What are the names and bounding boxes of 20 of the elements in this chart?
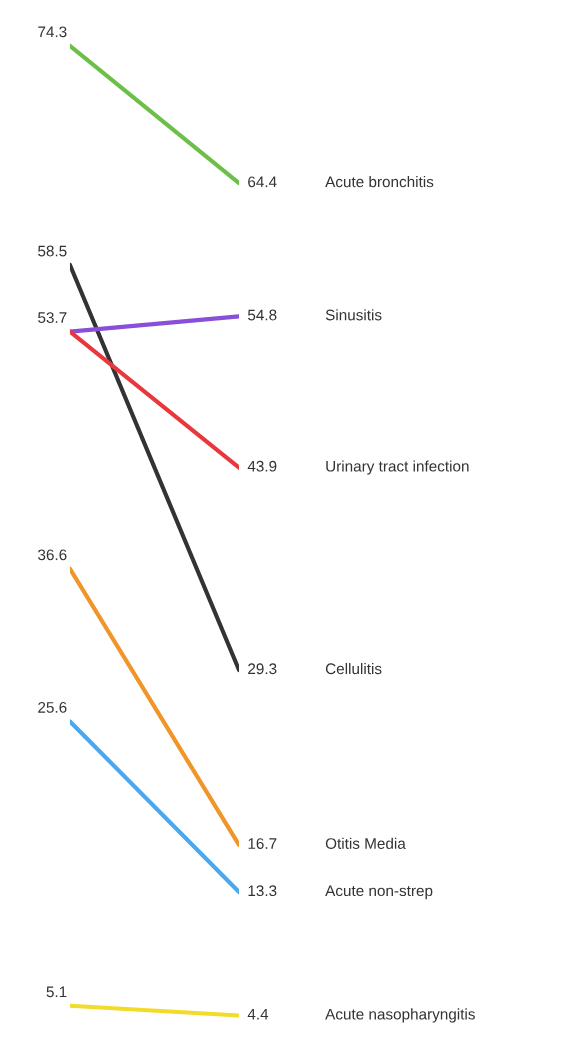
data-label: 13.3: [248, 885, 277, 897]
data-label: 64.4: [248, 176, 277, 188]
data-label: 16.7: [248, 838, 277, 849]
data-label: 29.3: [248, 663, 277, 675]
text: Sinusitis: [325, 309, 382, 321]
text: Cellulitis: [325, 662, 382, 675]
text: Otitis Media: [325, 837, 406, 849]
data-label: 54.8: [247, 309, 277, 321]
data-label: 53.7: [38, 312, 67, 323]
data-label: 5.1: [46, 986, 67, 998]
data-label: 43.9: [247, 460, 277, 472]
data-label: 4.4: [247, 1008, 269, 1020]
data-label: 36.6: [38, 549, 67, 561]
text: Acute nasopharyngitis: [325, 1008, 475, 1023]
data-label: 58.5: [38, 245, 67, 257]
data-label: 74.3: [38, 26, 67, 38]
text: Urinary tract infection: [326, 460, 469, 475]
data-label: 25.6: [38, 701, 67, 713]
text: Acute bronchitis: [325, 176, 434, 188]
text: Acute non-strep: [325, 885, 433, 900]
